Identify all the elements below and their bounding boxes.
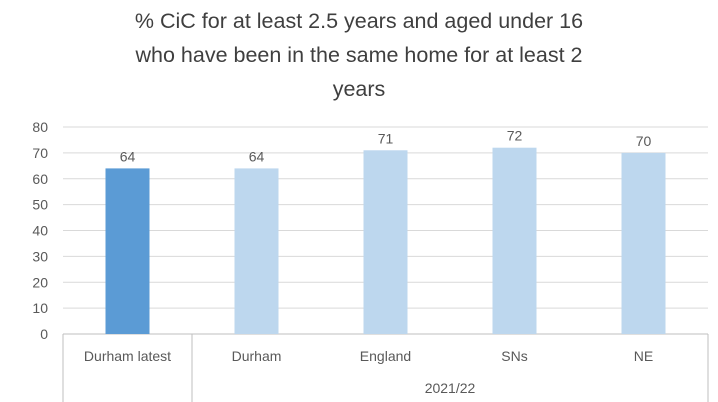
x-group-label: 2021/22 xyxy=(425,380,476,396)
y-axis: 0 10 20 30 40 50 60 70 80 xyxy=(32,119,48,342)
chart-title-line-1: % CiC for at least 2.5 years and aged un… xyxy=(134,9,584,33)
bar-sns xyxy=(492,147,537,334)
bar-durham xyxy=(234,168,279,334)
y-tick-label-60: 60 xyxy=(32,171,48,187)
bars xyxy=(105,147,666,334)
y-tick-label-70: 70 xyxy=(32,145,48,161)
x-category-label-durham-latest: Durham latest xyxy=(84,348,171,364)
data-label-ne: 70 xyxy=(636,133,652,149)
bar-england xyxy=(363,150,408,334)
x-category-label-england: England xyxy=(360,348,411,364)
chart-title-line-3: years xyxy=(332,77,386,101)
data-labels: 64 64 71 72 70 xyxy=(120,128,652,165)
y-tick-label-10: 10 xyxy=(32,300,48,316)
y-tick-label-0: 0 xyxy=(40,326,48,342)
chart-title: % CiC for at least 2.5 years and aged un… xyxy=(0,0,718,106)
data-label-durham: 64 xyxy=(249,148,265,164)
y-tick-label-40: 40 xyxy=(32,223,48,239)
y-tick-label-30: 30 xyxy=(32,248,48,264)
data-label-england: 71 xyxy=(378,130,394,146)
data-label-durham-latest: 64 xyxy=(120,148,136,164)
x-category-label-durham: Durham xyxy=(232,348,282,364)
x-category-label-ne: NE xyxy=(634,348,653,364)
y-tick-label-80: 80 xyxy=(32,119,48,135)
data-label-sns: 72 xyxy=(507,128,523,144)
y-tick-label-50: 50 xyxy=(32,197,48,213)
bar-durham-latest xyxy=(105,168,150,334)
bar-ne xyxy=(621,152,666,334)
y-tick-label-20: 20 xyxy=(32,274,48,290)
x-category-label-sns: SNs xyxy=(501,348,527,364)
x-axis: Durham latest Durham England SNs NE 2021/22 xyxy=(62,334,709,402)
chart-title-line-2: who have been in the same home for at le… xyxy=(135,43,583,67)
